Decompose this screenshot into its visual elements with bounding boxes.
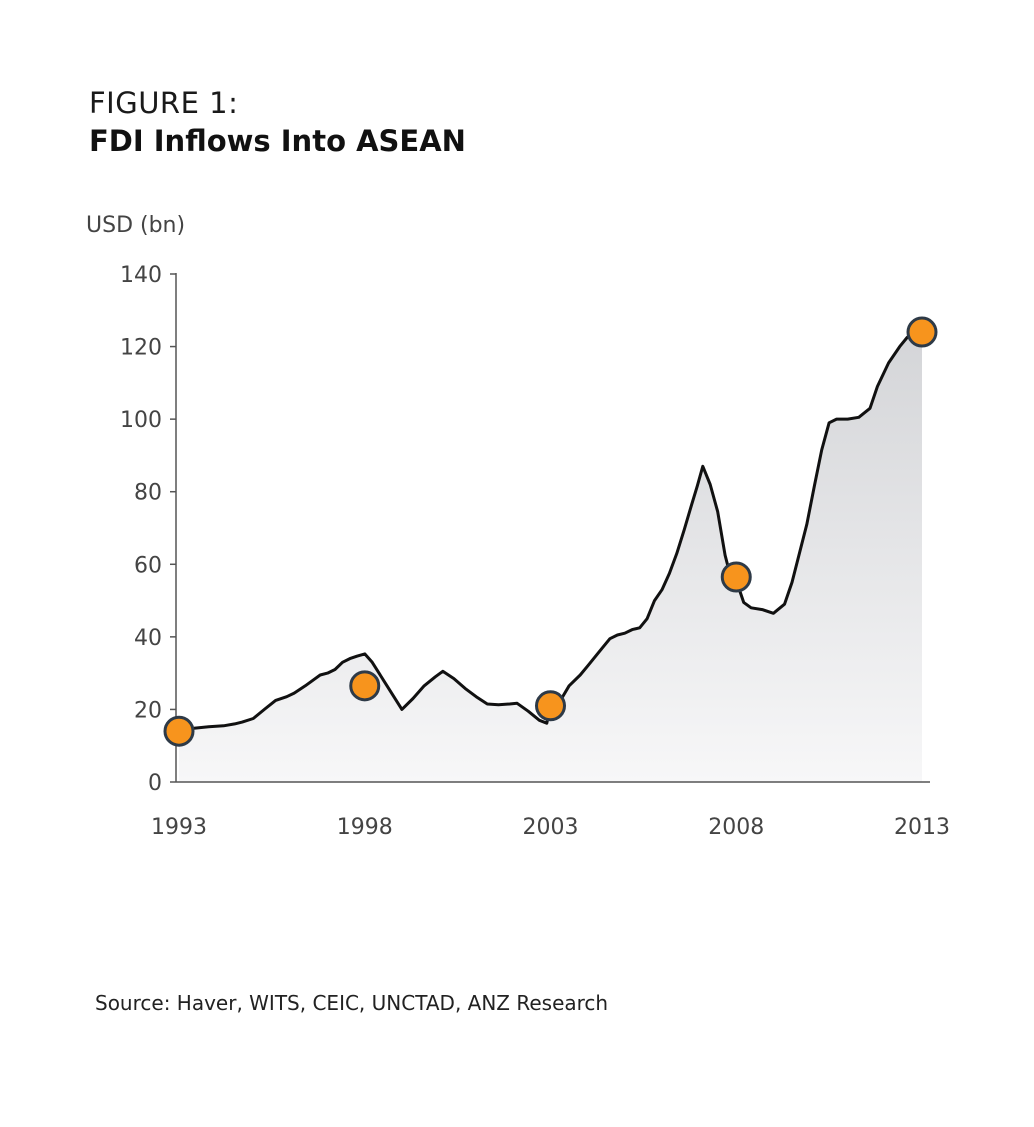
source-note: Source: Haver, WITS, CEIC, UNCTAD, ANZ R… <box>95 991 609 1015</box>
y-axis-unit-label: USD (bn) <box>86 213 185 238</box>
x-tick-label: 1998 <box>337 815 393 840</box>
axis-layer <box>170 273 930 783</box>
y-tick-label: 20 <box>134 698 162 723</box>
figure-title: FDI Inflows Into ASEAN <box>89 124 466 158</box>
data-point-marker <box>720 561 752 593</box>
x-tick-label: 2013 <box>894 815 950 840</box>
y-tick-label: 140 <box>120 263 162 288</box>
y-tick-label: 0 <box>148 771 162 796</box>
line-layer <box>177 330 924 733</box>
x-tick-label: 1993 <box>151 815 207 840</box>
y-tick-label: 100 <box>120 408 162 433</box>
tick-label-layer: 0 20 40 60 80 100 120 140 1993 1998 2003 2008 2013 <box>120 263 950 840</box>
y-tick-label: 80 <box>134 481 162 506</box>
data-point-marker <box>906 316 938 348</box>
area-layer <box>179 332 922 782</box>
series-line <box>177 330 924 733</box>
area-fill <box>179 332 922 782</box>
marker-layer <box>163 316 938 747</box>
x-tick-label: 2003 <box>523 815 579 840</box>
data-point-marker <box>163 715 195 747</box>
x-tick-label: 2008 <box>708 815 764 840</box>
y-tick-label: 60 <box>134 553 162 578</box>
data-point-marker <box>535 690 566 722</box>
figure-label: FIGURE 1: <box>89 86 239 120</box>
y-tick-label: 120 <box>120 336 162 361</box>
data-point-marker <box>349 670 381 702</box>
y-tick-label: 40 <box>134 626 162 651</box>
